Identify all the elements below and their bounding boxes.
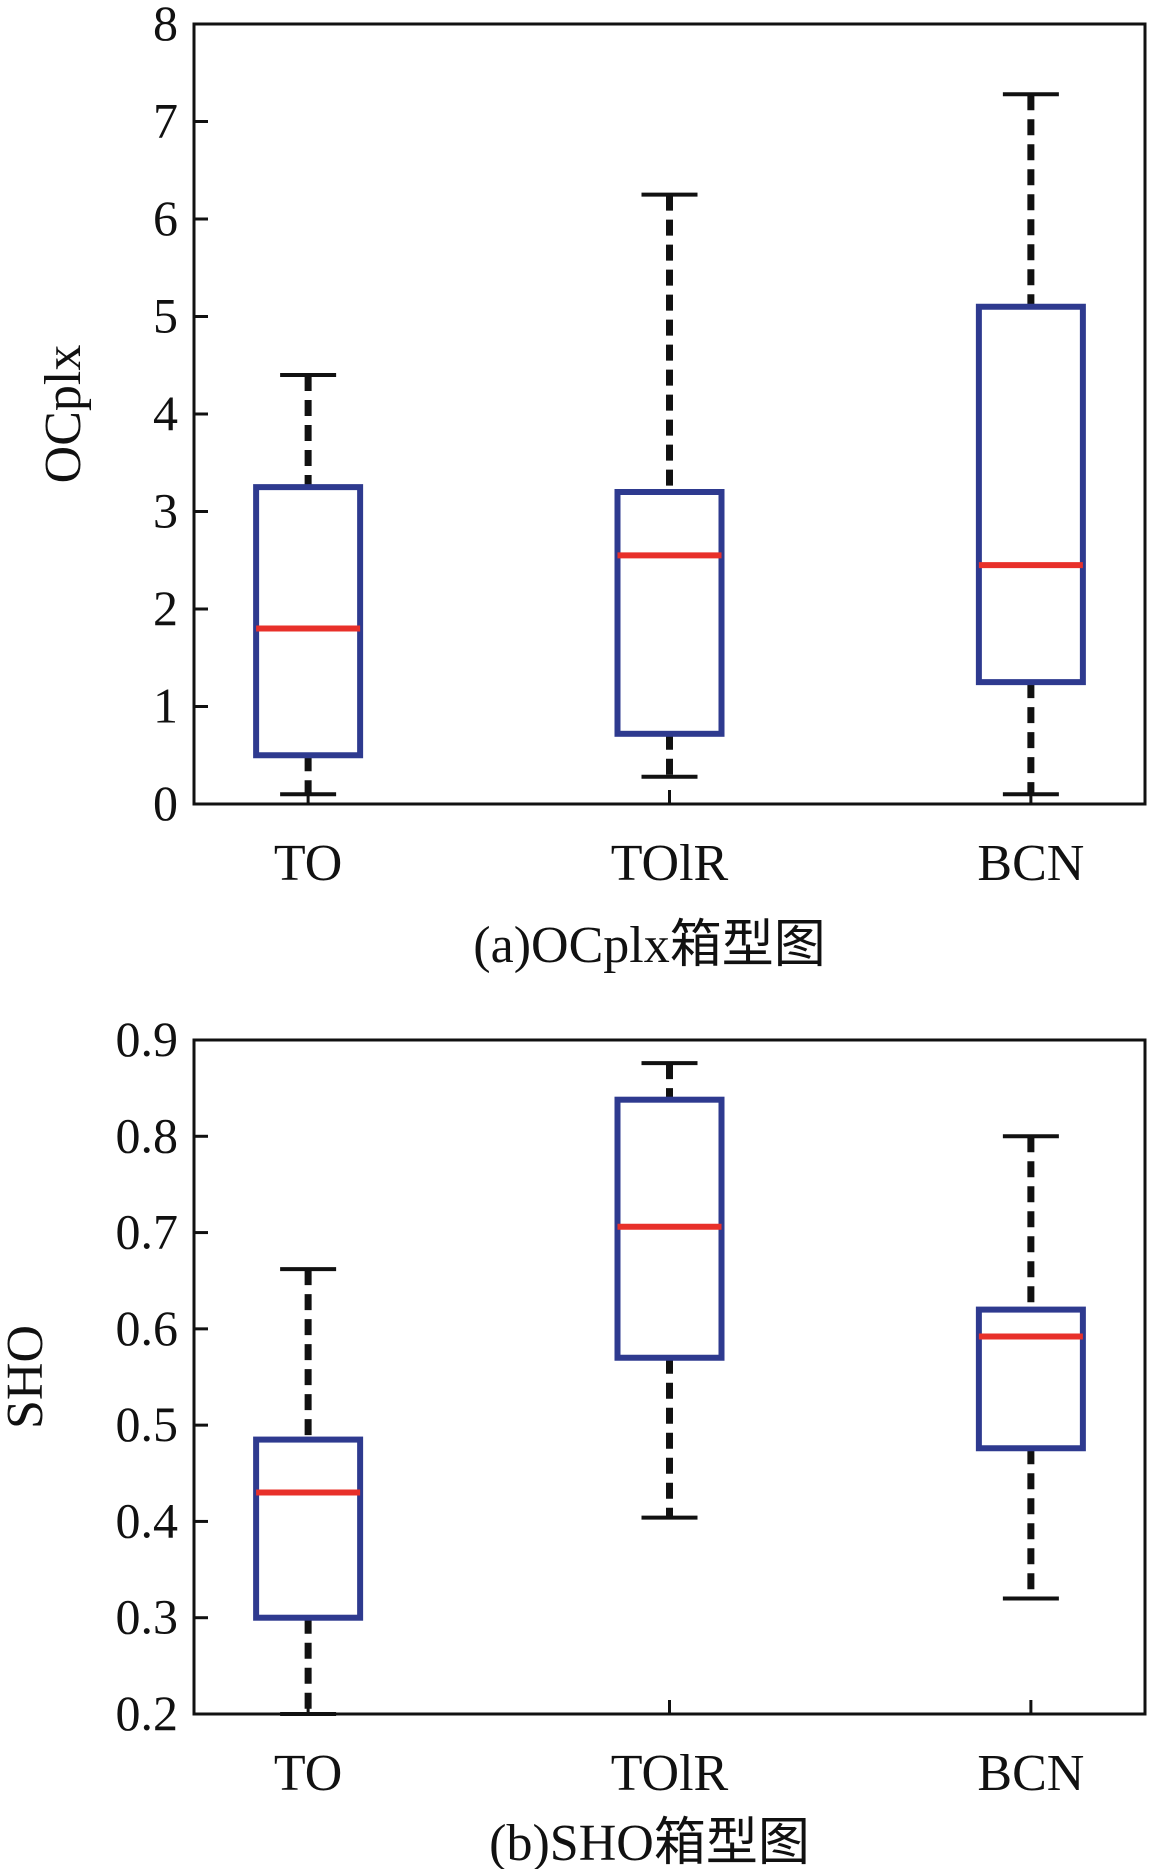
y-tick-label: 0.9 xyxy=(116,1011,179,1067)
y-tick-label: 6 xyxy=(153,190,178,246)
iqr-box xyxy=(975,303,1086,686)
chart-caption: (b)SHO箱型图 xyxy=(489,1815,810,1869)
x-tick-label: TOlR xyxy=(611,1745,729,1802)
x-tick-label: BCN xyxy=(977,1745,1084,1802)
iqr-box xyxy=(975,1306,1086,1452)
iqr-box xyxy=(614,489,725,737)
box-bcn: BCN xyxy=(975,1134,1086,1802)
iqr-box xyxy=(253,1436,364,1621)
box-bcn: BCN xyxy=(975,92,1086,892)
y-tick-label: 0.2 xyxy=(116,1685,179,1741)
chart-caption: (a)OCplx箱型图 xyxy=(473,917,825,974)
y-tick-label: 0.8 xyxy=(116,1107,179,1163)
y-tick-label: 5 xyxy=(153,288,178,344)
y-tick-label: 0.7 xyxy=(116,1204,179,1260)
x-tick-label: BCN xyxy=(977,835,1084,892)
box-to: TO xyxy=(253,373,364,892)
box-to: TO xyxy=(253,1267,364,1802)
y-tick-label: 0.3 xyxy=(116,1589,179,1645)
y-tick-label: 0.6 xyxy=(116,1300,179,1356)
box-tolr: TOlR xyxy=(611,1061,729,1802)
y-axis-label: SHO xyxy=(0,1325,54,1429)
y-tick-label: 7 xyxy=(153,93,178,149)
chart-panel-b: 0.2 0.3 0.4 0.5 0.6 0.7 0.8 0.9 SHO TO TOlR BCN (b)S… xyxy=(0,1011,1147,1869)
x-tick-label: TOlR xyxy=(611,835,729,892)
x-tick-label: TO xyxy=(274,1745,342,1802)
iqr-box xyxy=(253,484,364,759)
chart-panel-a: 0 1 2 3 4 5 6 7 8 OCplx TO TOlR BCN (a)OCplx箱型图 xyxy=(35,0,1147,974)
box-tolr: TOlR xyxy=(611,192,729,892)
y-tick-label: 8 xyxy=(153,0,178,51)
y-tick-label: 0 xyxy=(153,775,178,831)
y-tick-label: 1 xyxy=(153,678,178,734)
y-tick-label: 4 xyxy=(153,385,178,441)
y-tick-label: 2 xyxy=(153,580,178,636)
y-tick-label: 3 xyxy=(153,483,178,539)
y-tick-label: 0.4 xyxy=(116,1492,179,1548)
x-tick-label: TO xyxy=(274,835,342,892)
y-tick-label: 0.5 xyxy=(116,1396,179,1452)
y-axis-label: OCplx xyxy=(35,345,92,484)
